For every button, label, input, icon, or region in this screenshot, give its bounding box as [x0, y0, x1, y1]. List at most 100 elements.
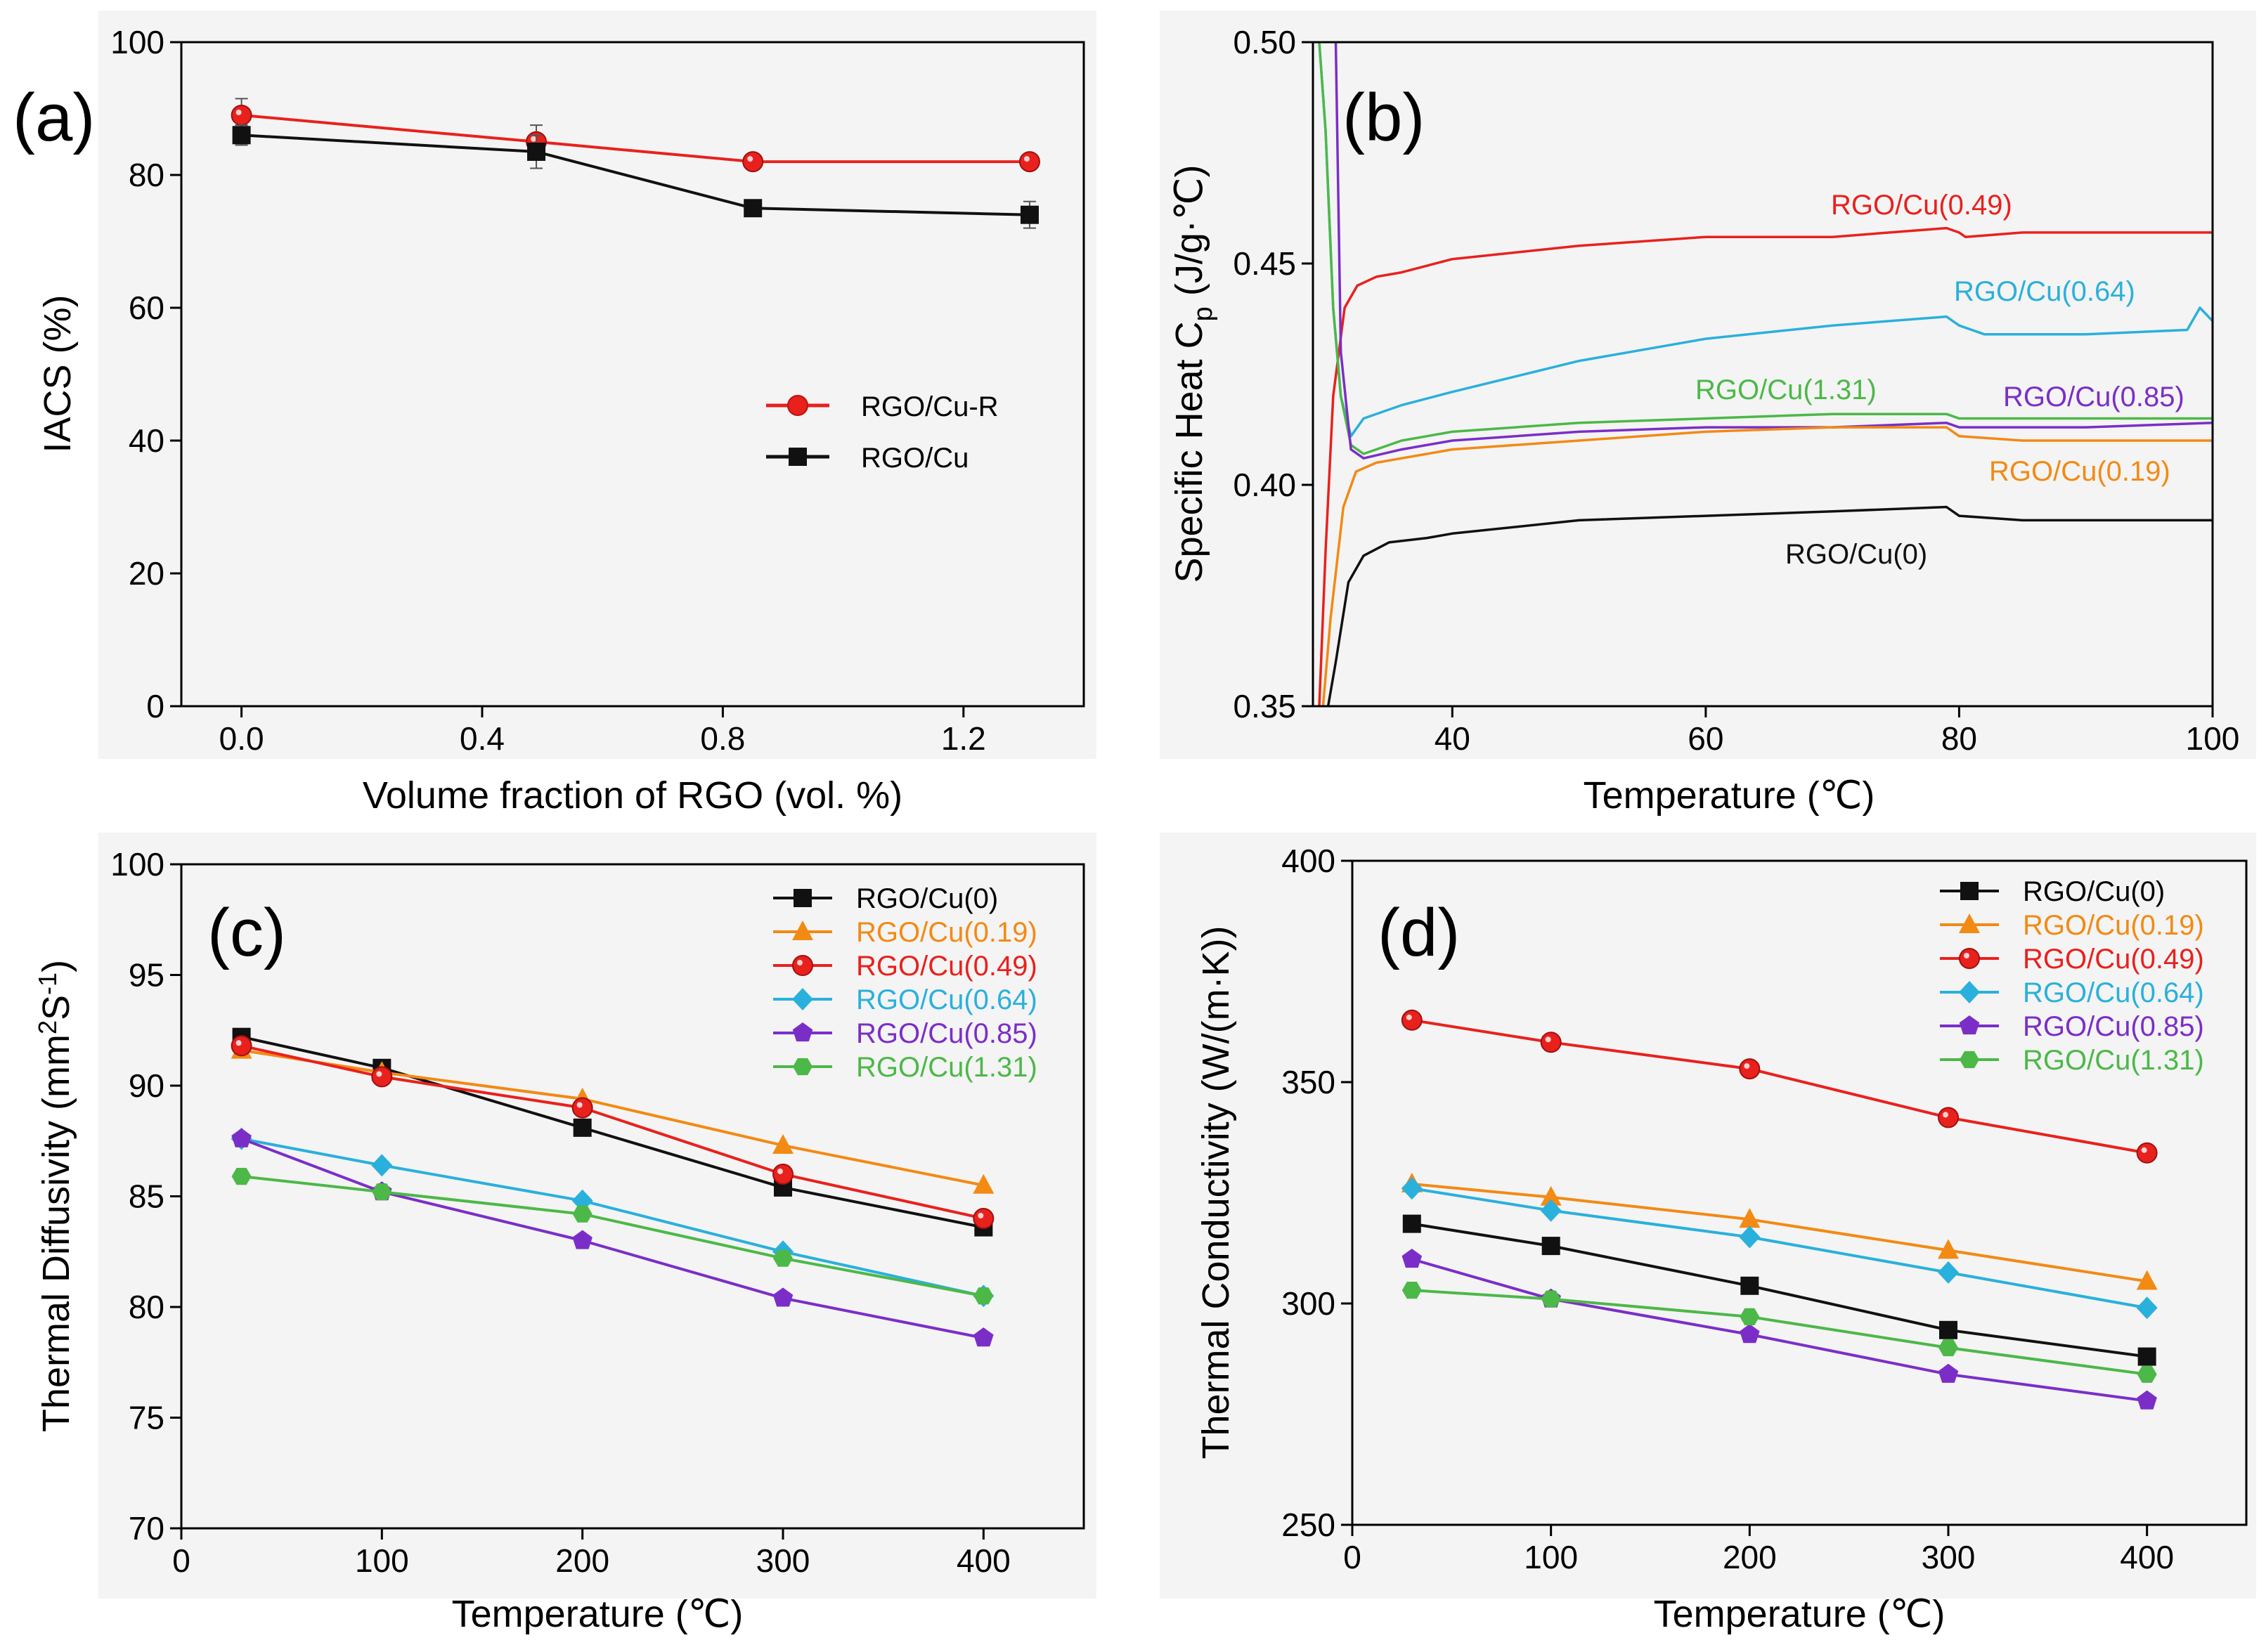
- panel-c-legend-label-rgo-cu-1-31: RGO/Cu(1.31): [856, 1052, 1037, 1083]
- panel-c-point-rgo-cu-1-31: [372, 1183, 392, 1201]
- panel-a-point-rgo-cu: [527, 142, 546, 161]
- panel-d-y-tick-label: 250: [1281, 1507, 1335, 1543]
- panel-d-legend-label-rgo-cu-0: RGO/Cu(0): [2023, 876, 2165, 907]
- panel-a-point-rgo-cu-r: [742, 151, 764, 173]
- panel-c-point-rgo-cu-0-85: [772, 1287, 794, 1307]
- panel-a-frame: [180, 41, 1085, 708]
- panel-a-y-tick-label: 80: [129, 157, 164, 193]
- panel-d-point-rgo-cu-0: [1939, 1320, 1957, 1339]
- panel-a-point-rgo-cu-r: [1018, 151, 1040, 173]
- panel-c-point-rgo-cu-0-49: [571, 1097, 593, 1119]
- panel-c-point-rgo-cu-0-49-highlight: [777, 1169, 783, 1174]
- panel-d-point-rgo-cu-0-49: [1540, 1032, 1562, 1053]
- panel-c-legend-marker-rgo-cu-1-31: [793, 1058, 812, 1076]
- panel-d-point-rgo-cu-0: [1541, 1237, 1560, 1256]
- panel-b-y-axis-title: Specific Heat Cp (J/g·℃): [1168, 165, 1218, 583]
- series-label-rgo-cu-0-19: RGO/Cu(0.19): [1989, 456, 2170, 487]
- panel-a-point-rgo-cu-r-highlight: [235, 109, 242, 115]
- legend-marker-rgo-cu: [789, 448, 807, 466]
- panel-c-point-rgo-cu-0-49: [371, 1066, 393, 1088]
- panel-a-y-tick-label: 40: [129, 422, 164, 459]
- panel-a-y-tick-label: 0: [146, 688, 164, 724]
- panel-c-y-tick-label: 70: [129, 1510, 164, 1547]
- panel-d-legend-label-rgo-cu-0-64: RGO/Cu(0.64): [2023, 977, 2204, 1008]
- panel-d-point-rgo-cu-0-85: [1938, 1363, 1959, 1383]
- panel-b-line-rgo-cu-0-85: [1334, 42, 2213, 460]
- panel-b-frame: [1312, 41, 2214, 708]
- panel-c-y-tick-label: 85: [129, 1178, 164, 1215]
- panel-a-legend: RGO/Cu-R RGO/Cu: [766, 391, 999, 474]
- panel-d-ticks: 0 100 200 300 400 250 300 350 400: [1281, 843, 2174, 1575]
- panel-d-point-rgo-cu-0-85: [2137, 1390, 2157, 1410]
- panel-a-y-tick-label: 60: [129, 290, 164, 326]
- panel-b-y-tick-label: 0.35: [1233, 688, 1296, 724]
- panel-d-point-rgo-cu-0-49: [1938, 1107, 1959, 1129]
- panel-c-point-rgo-cu-0-19: [973, 1173, 995, 1194]
- panel-d-y-axis-title: Thermal Conductivity (W/(m·K)): [1195, 925, 1237, 1459]
- panel-c-legend-marker-rgo-cu-0-19: [792, 921, 813, 940]
- series-label-rgo-cu-0-64: RGO/Cu(0.64): [1954, 276, 2135, 307]
- panel-b-y-axis-title-main: Specific Heat C: [1168, 321, 1210, 583]
- panel-c-legend: RGO/Cu(0)RGO/Cu(0.19)RGO/Cu(0.49)RGO/Cu(…: [773, 883, 1037, 1083]
- panel-b: 40 60 80 100 0.35 0.40 0.45 0.50 (b) Temperatur…: [1160, 11, 2256, 817]
- panel-d-legend-marker-rgo-cu-1-31: [1960, 1051, 1979, 1069]
- panel-b-x-tick-label: 100: [2186, 720, 2240, 757]
- panel-d-legend-marker-rgo-cu-0-49: [1959, 948, 1980, 969]
- panel-a-x-tick-label: 0.4: [460, 720, 505, 757]
- panel-c-y-tick-label: 80: [129, 1289, 164, 1325]
- panel-a-x-axis-title: Volume fraction of RGO (vol. %): [363, 774, 902, 817]
- panel-d-point-rgo-cu-0-19: [1540, 1185, 1562, 1206]
- panel-d-point-rgo-cu-0-85: [1740, 1324, 1760, 1344]
- panel-d-point-rgo-cu-0-49: [2136, 1142, 2158, 1164]
- panel-d-point-rgo-cu-1-31: [1401, 1282, 1422, 1299]
- panel-a-point-rgo-cu-r-highlight: [1023, 156, 1030, 162]
- series-label-rgo-cu-1-31: RGO/Cu(1.31): [1695, 375, 1877, 405]
- panel-d-point-rgo-cu-0-64: [1401, 1177, 1423, 1200]
- panel-d-point-rgo-cu-0-19: [2136, 1270, 2158, 1290]
- panel-c-x-tick-label: 100: [355, 1542, 409, 1579]
- panel-d-point-rgo-cu-0-49: [1739, 1058, 1761, 1080]
- legend-label-rgo-cu: RGO/Cu: [861, 443, 969, 474]
- panel-b-y-axis-title-units: (J/g·℃): [1168, 165, 1210, 307]
- panel-b-x-axis-title: Temperature (℃): [1584, 774, 1875, 817]
- panel-d-legend-marker-rgo-cu-0-64: [1959, 981, 1980, 1003]
- panel-c-marks: [231, 1027, 995, 1347]
- panel-a-point-rgo-cu-r: [231, 104, 252, 126]
- panel-a-point-rgo-cu: [744, 199, 763, 218]
- panel-b-x-tick-label: 80: [1941, 720, 1977, 757]
- panel-d-legend-marker-rgo-cu-0: [1960, 882, 1979, 900]
- panel-a-y-axis-title: IACS (%): [37, 294, 79, 453]
- panel-c-point-rgo-cu-0-49-highlight: [235, 1040, 242, 1046]
- panel-a: 0.0 0.4 0.8 1.2 0 20 40 60 80 100 (a) Volume frac…: [13, 11, 1096, 817]
- panel-c-legend-label-rgo-cu-0-19: RGO/Cu(0.19): [856, 917, 1037, 948]
- panel-c-point-rgo-cu-1-31: [973, 1287, 994, 1305]
- panel-d-y-tick-label: 300: [1281, 1285, 1335, 1322]
- panel-c-legend-label-rgo-cu-0: RGO/Cu(0): [856, 883, 998, 914]
- series-label-rgo-cu-0-49: RGO/Cu(0.49): [1831, 190, 2012, 221]
- panel-c-point-rgo-cu-1-31: [231, 1168, 252, 1185]
- panel-c-x-tick-label: 300: [756, 1542, 810, 1579]
- panel-c-point-rgo-cu-0-19: [772, 1134, 794, 1155]
- panel-c-y-tick-label: 75: [129, 1400, 164, 1436]
- panel-b-ticks: 40 60 80 100 0.35 0.40 0.45 0.50: [1233, 24, 2239, 757]
- panel-a-point-rgo-cu: [232, 126, 251, 145]
- panel-c-y-axis-title-sup1: 2: [33, 1020, 62, 1034]
- panel-b-marks: [1318, 42, 2213, 706]
- panel-c-point-rgo-cu-0-49: [772, 1164, 794, 1185]
- panel-a-y-tick-label: 100: [110, 24, 164, 60]
- panel-d-legend-marker-rgo-cu-0-49-highlight: [1964, 953, 1969, 958]
- panel-c-y-axis-title-main: Thermal Diffusivity (mm: [35, 1034, 77, 1432]
- panel-d-point-rgo-cu-0: [1740, 1276, 1759, 1295]
- panel-d-point-rgo-cu-1-31: [1938, 1339, 1958, 1357]
- panel-a-x-tick-label: 1.2: [941, 720, 986, 757]
- panel-d-legend-label-rgo-cu-0-49: RGO/Cu(0.49): [2023, 944, 2204, 975]
- panel-a-marks: [231, 98, 1040, 229]
- panel-d-point-rgo-cu-0-64: [1540, 1199, 1562, 1222]
- panel-b-y-tick-label: 0.40: [1233, 467, 1296, 503]
- panel-c-x-axis-title: Temperature (℃): [452, 1593, 744, 1635]
- panel-d-point-rgo-cu-1-31: [2137, 1365, 2157, 1383]
- panel-c-legend-marker-rgo-cu-0-85: [792, 1022, 813, 1042]
- panel-c-x-tick-label: 200: [555, 1542, 609, 1579]
- panel-d-point-rgo-cu-0-49-highlight: [1545, 1036, 1551, 1043]
